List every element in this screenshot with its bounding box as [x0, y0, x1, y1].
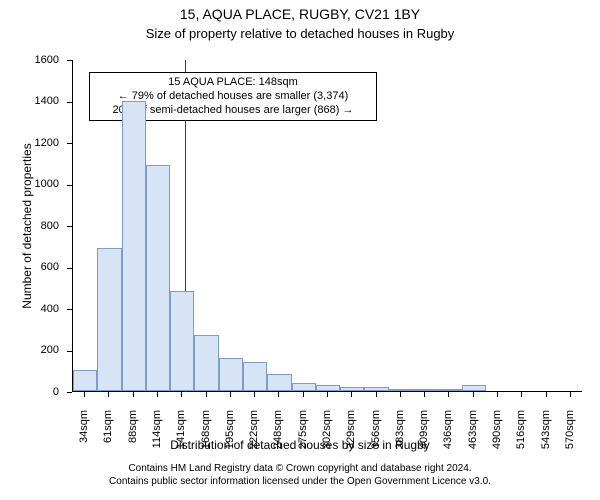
x-tick-label: 275sqm	[297, 410, 309, 470]
x-tick	[376, 392, 377, 397]
x-tick-label: 248sqm	[272, 410, 284, 470]
y-tick-label: 400	[19, 303, 59, 315]
x-tick	[497, 392, 498, 397]
x-tick-label: 61sqm	[102, 410, 114, 470]
x-tick-label: 516sqm	[515, 410, 527, 470]
y-tick	[67, 309, 72, 310]
y-tick-label: 800	[19, 220, 59, 232]
bar	[292, 383, 316, 391]
x-tick	[424, 392, 425, 397]
y-tick-label: 1400	[19, 95, 59, 107]
x-tick-label: 302sqm	[321, 410, 333, 470]
credit-line: Contains public sector information licen…	[0, 475, 600, 488]
x-tick-label: 195sqm	[224, 410, 236, 470]
chart-subtitle: Size of property relative to detached ho…	[0, 26, 600, 41]
y-tick-label: 600	[19, 261, 59, 273]
bar	[122, 101, 146, 392]
bar	[267, 374, 291, 391]
x-tick	[351, 392, 352, 397]
bar	[364, 387, 388, 391]
x-tick-label: 490sqm	[491, 410, 503, 470]
bar	[389, 389, 413, 391]
x-tick	[473, 392, 474, 397]
x-tick	[327, 392, 328, 397]
y-tick	[67, 226, 72, 227]
x-tick-label: 329sqm	[345, 410, 357, 470]
x-tick-label: 409sqm	[418, 410, 430, 470]
x-tick	[84, 392, 85, 397]
x-tick-label: 436sqm	[442, 410, 454, 470]
x-tick-label: 463sqm	[467, 410, 479, 470]
x-tick	[254, 392, 255, 397]
bar	[413, 389, 437, 391]
chart-title: 15, AQUA PLACE, RUGBY, CV21 1BY	[0, 6, 600, 22]
plot-area: 15 AQUA PLACE: 148sqm ← 79% of detached …	[72, 60, 582, 392]
x-tick-label: 141sqm	[175, 410, 187, 470]
bar	[243, 362, 267, 391]
annotation-line: 15 AQUA PLACE: 148sqm	[96, 76, 370, 90]
y-tick	[67, 185, 72, 186]
x-tick-label: 570sqm	[564, 410, 576, 470]
bar	[219, 358, 243, 391]
y-tick	[67, 60, 72, 61]
x-tick-label: 34sqm	[78, 410, 90, 470]
bar	[170, 291, 194, 391]
x-tick	[278, 392, 279, 397]
x-tick	[133, 392, 134, 397]
x-tick	[400, 392, 401, 397]
x-tick-label: 88sqm	[127, 410, 139, 470]
x-tick-label: 114sqm	[151, 410, 163, 470]
bar	[316, 385, 340, 391]
x-tick-label: 383sqm	[394, 410, 406, 470]
y-tick-label: 1000	[19, 178, 59, 190]
x-tick	[521, 392, 522, 397]
x-tick-label: 356sqm	[370, 410, 382, 470]
x-tick-label: 543sqm	[540, 410, 552, 470]
x-tick	[206, 392, 207, 397]
chart-container: 15, AQUA PLACE, RUGBY, CV21 1BY Size of …	[0, 0, 600, 500]
x-tick	[181, 392, 182, 397]
x-tick	[448, 392, 449, 397]
y-tick	[67, 143, 72, 144]
x-tick	[570, 392, 571, 397]
y-tick-label: 1200	[19, 137, 59, 149]
x-tick	[303, 392, 304, 397]
x-tick	[108, 392, 109, 397]
x-tick	[157, 392, 158, 397]
x-tick-label: 168sqm	[200, 410, 212, 470]
bar	[437, 389, 461, 391]
bar	[462, 385, 486, 391]
bar	[340, 387, 364, 391]
y-tick-label: 0	[19, 386, 59, 398]
y-tick	[67, 268, 72, 269]
x-tick	[230, 392, 231, 397]
y-tick-label: 200	[19, 344, 59, 356]
y-tick	[67, 351, 72, 352]
bar	[73, 370, 97, 391]
y-tick	[67, 392, 72, 393]
y-tick-label: 1600	[19, 54, 59, 66]
x-tick-label: 222sqm	[248, 410, 260, 470]
bar	[146, 165, 170, 391]
x-tick	[546, 392, 547, 397]
y-tick	[67, 102, 72, 103]
bar	[194, 335, 218, 391]
bar	[97, 248, 121, 391]
